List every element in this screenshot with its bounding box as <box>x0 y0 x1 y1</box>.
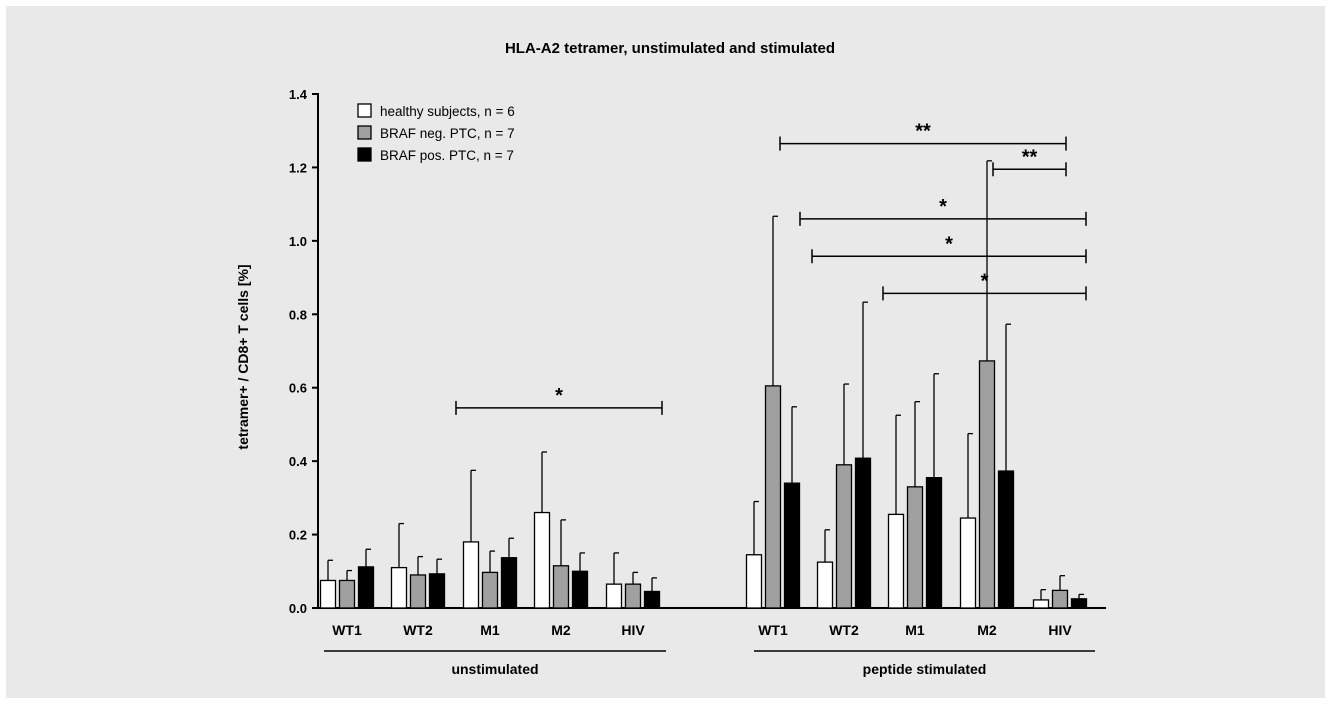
bar <box>906 486 924 609</box>
bar <box>571 570 589 609</box>
bar <box>409 574 427 609</box>
x-tick-label: WT1 <box>332 622 362 638</box>
x-tick-label: M2 <box>977 622 997 638</box>
y-axis-label: tetramer+ / CD8+ T cells [%] <box>235 264 251 449</box>
bar <box>1032 599 1050 609</box>
y-tick-label: 0.4 <box>289 454 308 469</box>
bar <box>854 457 872 609</box>
bar <box>462 541 480 609</box>
bar <box>978 360 996 609</box>
x-tick-label: M2 <box>551 622 571 638</box>
chart-title: HLA-A2 tetramer, unstimulated and stimul… <box>505 40 835 57</box>
group-label: unstimulated <box>451 661 538 677</box>
bar <box>390 566 408 609</box>
bar <box>643 590 661 609</box>
y-tick-label: 1.2 <box>289 160 307 175</box>
bar <box>357 566 375 609</box>
bar <box>338 579 356 609</box>
bar <box>1070 598 1088 609</box>
bar <box>500 557 518 609</box>
x-tick-label: M1 <box>480 622 500 638</box>
bar <box>745 554 763 609</box>
x-tick-label: M1 <box>905 622 925 638</box>
legend-label: healthy subjects, n = 6 <box>380 104 515 119</box>
significance-label: * <box>939 196 947 218</box>
bar <box>533 511 551 609</box>
legend-swatch <box>357 147 372 162</box>
bar <box>959 517 977 609</box>
group-label: peptide stimulated <box>863 661 987 677</box>
x-tick-label: WT1 <box>758 622 788 638</box>
bar <box>764 385 782 609</box>
significance-label: * <box>981 270 989 292</box>
x-tick-label: HIV <box>1048 622 1072 638</box>
legend-swatch <box>357 125 372 140</box>
bar <box>1051 589 1069 609</box>
bar <box>481 571 499 609</box>
significance-label: * <box>555 385 563 407</box>
figure-panel: HLA-A2 tetramer, unstimulated and stimul… <box>6 6 1325 698</box>
bar <box>887 513 905 609</box>
y-tick-label: 1.0 <box>289 234 307 249</box>
significance-label: ** <box>915 121 931 143</box>
bar <box>816 561 834 609</box>
legend-label: BRAF pos. PTC, n = 7 <box>380 148 514 163</box>
legend-swatch <box>357 103 372 118</box>
x-tick-label: WT2 <box>829 622 859 638</box>
legend-label: BRAF neg. PTC, n = 7 <box>380 126 515 141</box>
bar <box>605 583 623 609</box>
x-tick-label: WT2 <box>403 622 433 638</box>
bar <box>783 482 801 609</box>
bar <box>428 573 446 609</box>
bar <box>997 470 1015 609</box>
y-tick-label: 0.6 <box>289 381 307 396</box>
bar-chart: HLA-A2 tetramer, unstimulated and stimul… <box>235 40 1106 677</box>
significance-label: ** <box>1022 146 1038 168</box>
significance-label: * <box>945 233 953 255</box>
bar <box>319 579 337 609</box>
y-tick-label: 0.2 <box>289 528 307 543</box>
bar <box>624 583 642 609</box>
x-tick-label: HIV <box>621 622 645 638</box>
y-tick-label: 1.4 <box>289 87 308 102</box>
y-tick-label: 0.0 <box>289 601 307 616</box>
bar <box>552 565 570 609</box>
y-tick-label: 0.8 <box>289 307 307 322</box>
bar <box>835 464 853 609</box>
bar <box>925 477 943 609</box>
